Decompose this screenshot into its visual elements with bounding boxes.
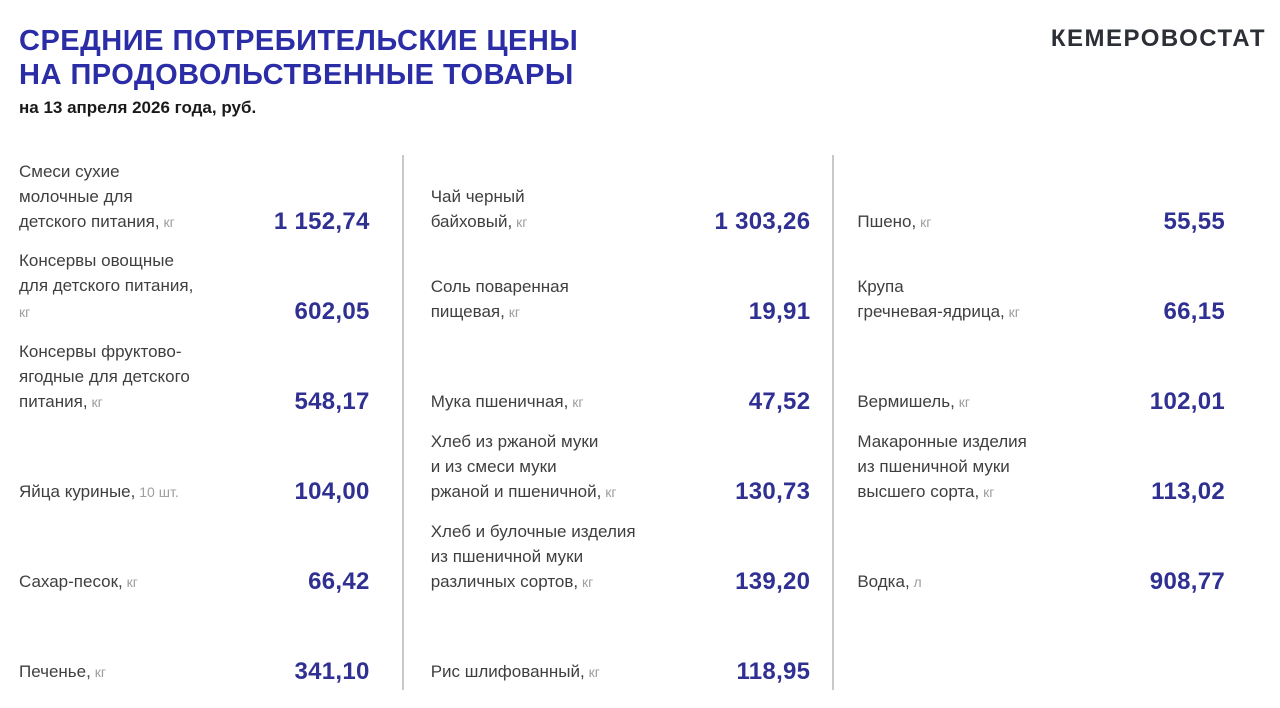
item-value: 113,02 (1151, 478, 1226, 505)
item-label: Рис шлифованный, кг (431, 659, 600, 685)
column-divider (401, 155, 404, 690)
item-unit: л (909, 574, 922, 590)
item-value: 47,52 (748, 388, 811, 415)
item-unit: кг (578, 574, 594, 590)
item-label: Сахар-песок, кг (19, 569, 138, 595)
item-value: 341,10 (294, 658, 370, 685)
item-name: Мука пшеничная, (430, 392, 569, 411)
item-name: Консервы фруктово- ягодные для детского … (19, 342, 190, 411)
item-value: 130,73 (735, 478, 811, 505)
item-label: Соль поваренная пищевая, кг (431, 274, 569, 325)
price-column-3: Пшено, кг 55,55 Крупа гречневая-ядрица, … (834, 152, 1280, 692)
item-name: Смеси сухие молочные для детского питани… (19, 162, 160, 231)
price-item: Хлеб из ржаной муки и из смеси муки ржан… (431, 422, 811, 512)
item-unit: кг (90, 664, 106, 680)
price-item: Консервы фруктово- ягодные для детского … (19, 332, 370, 422)
item-unit: кг (504, 304, 520, 320)
item-name: Водка, (857, 572, 910, 591)
item-unit: кг (584, 664, 600, 680)
page-header: СРЕДНИЕ ПОТРЕБИТЕЛЬСКИЕ ЦЕНЫ НА ПРОДОВОЛ… (0, 0, 1280, 120)
price-item: Смеси сухие молочные для детского питани… (19, 152, 370, 242)
item-value: 66,15 (1163, 298, 1226, 325)
item-unit: кг (19, 304, 31, 320)
item-label: Чай черный байховый, кг (431, 184, 528, 235)
item-label: Хлеб и булочные изделия из пшеничной мук… (431, 519, 636, 595)
item-name: Рис шлифованный, (430, 662, 585, 681)
price-column-2: Чай черный байховый, кг 1 303,26 Соль по… (404, 152, 833, 692)
item-name: Соль поваренная пищевая, (430, 277, 569, 321)
brand-logo: КЕМЕРОВОСТАТ (1050, 25, 1266, 52)
price-item: Хлеб и булочные изделия из пшеничной мук… (431, 512, 811, 602)
price-item: Вермишель, кг 102,01 (857, 332, 1225, 422)
column-divider (832, 155, 835, 690)
item-name: Пшено, (857, 212, 917, 231)
item-label: Консервы овощные для детского питания, к… (19, 248, 193, 325)
item-label: Печенье, кг (19, 659, 106, 685)
item-value: 1 152,74 (273, 208, 370, 235)
price-item: Мука пшеничная, кг 47,52 (431, 332, 811, 422)
item-name: Яйца куриные, (19, 482, 136, 501)
item-label: Хлеб из ржаной муки и из смеси муки ржан… (431, 429, 617, 505)
item-value: 1 303,26 (714, 208, 811, 235)
item-value: 602,05 (294, 298, 370, 325)
item-label: Водка, л (857, 569, 921, 595)
item-name: Чай черный байховый, (430, 187, 525, 231)
page-subtitle: на 13 апреля 2026 года, руб. (19, 98, 257, 117)
item-unit: кг (87, 394, 103, 410)
price-item: Пшено, кг 55,55 (857, 152, 1225, 242)
item-name: Хлеб из ржаной муки и из смеси муки ржан… (430, 432, 602, 501)
price-item: Печенье, кг 341,10 (19, 602, 370, 692)
item-value: 104,00 (294, 478, 370, 505)
item-value: 118,95 (736, 658, 811, 685)
price-item: Рис шлифованный, кг 118,95 (431, 602, 811, 692)
item-unit: кг (916, 214, 932, 230)
price-item: Крупа гречневая-ядрица, кг 66,15 (857, 242, 1225, 332)
item-value: 908,77 (1149, 568, 1226, 595)
item-unit: кг (601, 484, 617, 500)
item-unit: кг (122, 574, 138, 590)
item-label: Смеси сухие молочные для детского питани… (19, 159, 175, 235)
page-title-line1: СРЕДНИЕ ПОТРЕБИТЕЛЬСКИЕ ЦЕНЫ (19, 25, 579, 57)
item-value: 55,55 (1163, 208, 1226, 235)
item-label: Макаронные изделия из пшеничной муки выс… (857, 429, 1027, 505)
price-grid: Смеси сухие молочные для детского питани… (0, 152, 1280, 692)
item-name: Сахар-песок, (19, 572, 123, 591)
item-unit: кг (512, 214, 528, 230)
price-item: Яйца куриные, 10 шт. 104,00 (19, 422, 370, 512)
item-value: 19,91 (748, 298, 811, 325)
price-item: Сахар-песок, кг 66,42 (19, 512, 370, 602)
item-name: Консервы овощные для детского питания, (19, 251, 194, 295)
price-item: Водка, л 908,77 (857, 512, 1225, 602)
price-column-1: Смеси сухие молочные для детского питани… (0, 152, 402, 692)
item-label: Крупа гречневая-ядрица, кг (857, 274, 1020, 325)
item-unit: кг (568, 394, 584, 410)
page-title: СРЕДНИЕ ПОТРЕБИТЕЛЬСКИЕ ЦЕНЫ НА ПРОДОВОЛ… (19, 24, 1266, 92)
item-label: Консервы фруктово- ягодные для детского … (19, 339, 190, 415)
item-value: 66,42 (308, 568, 370, 595)
item-label: Пшено, кг (857, 209, 931, 235)
item-value: 548,17 (294, 388, 370, 415)
item-unit: кг (1004, 304, 1020, 320)
item-unit: 10 шт. (135, 484, 179, 500)
price-item: Макаронные изделия из пшеничной муки выс… (857, 422, 1225, 512)
page-title-line2: НА ПРОДОВОЛЬСТВЕННЫЕ ТОВАРЫ (19, 59, 574, 91)
item-name: Крупа гречневая-ядрица, (857, 277, 1005, 321)
price-item: Консервы овощные для детского питания, к… (19, 242, 370, 332)
item-label: Яйца куриные, 10 шт. (19, 479, 179, 505)
item-name: Макаронные изделия из пшеничной муки выс… (857, 432, 1027, 501)
item-name: Хлеб и булочные изделия из пшеничной мук… (430, 522, 636, 591)
item-unit: кг (979, 484, 995, 500)
item-label: Мука пшеничная, кг (431, 389, 584, 415)
item-name: Печенье, (19, 662, 91, 681)
item-value: 139,20 (735, 568, 811, 595)
item-name: Вермишель, (857, 392, 955, 411)
price-item: Соль поваренная пищевая, кг 19,91 (431, 242, 811, 332)
price-item: Чай черный байховый, кг 1 303,26 (431, 152, 811, 242)
item-unit: кг (954, 394, 970, 410)
item-value: 102,01 (1149, 388, 1226, 415)
item-label: Вермишель, кг (857, 389, 970, 415)
item-unit: кг (159, 214, 175, 230)
